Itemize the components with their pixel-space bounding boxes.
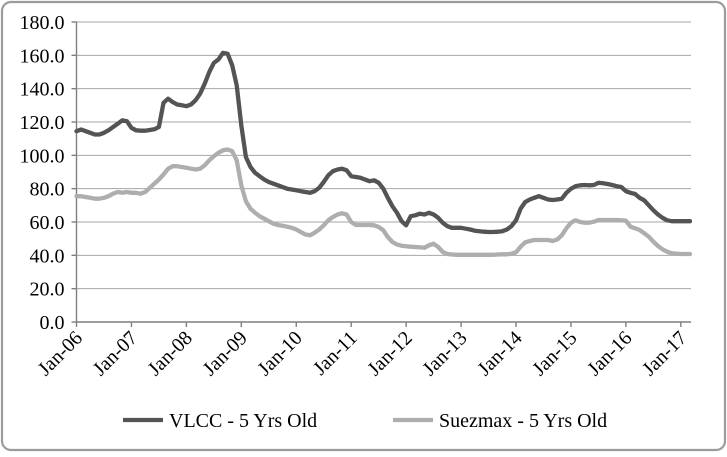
y-tick-label: 160.0 — [20, 45, 65, 67]
legend-label-suezmax: Suezmax - 5 Yrs Old — [439, 410, 607, 432]
y-tick-label: 120.0 — [20, 112, 65, 134]
series-line-vlcc — [74, 50, 693, 235]
y-tick-label: 140.0 — [20, 79, 65, 101]
y-tick-label: 20.0 — [30, 279, 65, 301]
legend-label-vlcc: VLCC - 5 Yrs Old — [169, 410, 317, 432]
y-tick-label: 0.0 — [40, 312, 65, 334]
y-tick-label: 100.0 — [20, 145, 65, 167]
series-line-suezmax — [74, 147, 693, 257]
y-tick-label: 80.0 — [30, 179, 65, 201]
y-tick-label: 60.0 — [30, 212, 65, 234]
y-tick-label: 40.0 — [30, 245, 65, 267]
y-tick-label: 180.0 — [20, 12, 65, 34]
